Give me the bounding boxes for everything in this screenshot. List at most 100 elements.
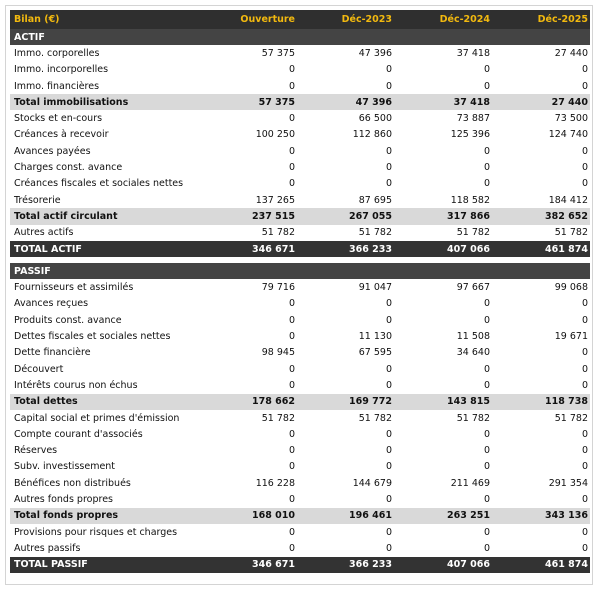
cell-value: 0 [385, 298, 392, 310]
row-label: Découvert [14, 363, 64, 375]
cell-value: 0 [385, 494, 392, 506]
row-label: Produits const. avance [14, 314, 122, 326]
cell-value: 0 [581, 64, 588, 76]
cell-value: 0 [483, 145, 490, 157]
cell-value: 0 [385, 145, 392, 157]
cell-value: 57 375 [258, 96, 295, 108]
cell-value: 51 782 [456, 227, 490, 239]
cell-value: 0 [581, 494, 588, 506]
table-row: Stocks et en-cours 0 66 500 73 887 73 500 [10, 111, 590, 127]
cell-value: 346 671 [252, 243, 295, 255]
table-row: Trésorerie 137 265 87 695 118 582 184 412 [10, 192, 590, 208]
subtotal-row: Total immobilisations 57 375 47 396 37 418 2… [10, 94, 590, 111]
cell-value: 0 [483, 363, 490, 375]
row-label: Bénéfices non distribués [14, 477, 131, 489]
cell-value: 73 500 [554, 113, 588, 125]
cell-value: 51 782 [261, 227, 295, 239]
cell-value: 91 047 [358, 282, 392, 294]
cell-value: 0 [288, 494, 295, 506]
cell-value: 11 130 [358, 331, 392, 343]
table-row: Avances payées 0 0 0 0 [10, 143, 590, 159]
table-row: Capital social et primes d'émission 51 78… [10, 410, 590, 426]
table-row: Bénéfices non distribués 116 228 144 679 21… [10, 475, 590, 491]
cell-value: 184 412 [548, 194, 588, 206]
table-row: Autres passifs 0 0 0 0 [10, 540, 590, 556]
cell-value: 366 233 [349, 559, 392, 571]
cell-value: 0 [385, 64, 392, 76]
row-label: Dette financière [14, 347, 91, 359]
cell-value: 0 [581, 162, 588, 174]
row-label: Stocks et en-cours [14, 113, 103, 125]
cell-value: 0 [581, 542, 588, 554]
cell-value: 87 695 [358, 194, 392, 206]
table-row: Dettes fiscales et sociales nettes 0 11 13… [10, 328, 590, 344]
cell-value: 0 [385, 314, 392, 326]
cell-value: 0 [581, 145, 588, 157]
cell-value: 0 [483, 379, 490, 391]
cell-value: 100 250 [255, 129, 295, 141]
section-title: ACTIF [10, 29, 590, 46]
cell-value: 0 [288, 363, 295, 375]
row-label: Réserves [14, 445, 58, 457]
subtotal-row: Total fonds propres 168 010 196 461 263 251… [10, 507, 590, 524]
cell-value: Ouverture [240, 14, 295, 25]
cell-value: Déc-2023 [341, 14, 392, 25]
cell-value: 0 [288, 428, 295, 440]
cell-value: 0 [288, 314, 295, 326]
cell-value: 168 010 [252, 510, 295, 522]
cell-value: 169 772 [349, 396, 392, 408]
cell-value: 118 738 [545, 396, 588, 408]
cell-value: 66 500 [358, 113, 392, 125]
row-label: Intérêts courus non échus [14, 379, 138, 391]
cell-value: 461 874 [545, 559, 588, 571]
row-label: Avances payées [14, 145, 91, 157]
cell-value: 0 [385, 162, 392, 174]
cell-value: 19 671 [554, 331, 588, 343]
cell-value: 0 [581, 80, 588, 92]
row-label: TOTAL ACTIF [14, 243, 82, 255]
row-label: Total actif circulant [14, 210, 118, 222]
row-label: Capital social et primes d'émission [14, 412, 180, 424]
row-label: Trésorerie [14, 194, 61, 206]
cell-value: 97 667 [456, 282, 490, 294]
cell-value: 47 396 [355, 96, 392, 108]
row-label: Immo. incorporelles [14, 64, 109, 76]
cell-value: 51 782 [358, 412, 392, 424]
cell-value: 0 [581, 461, 588, 473]
cell-value: 267 055 [349, 210, 392, 222]
cell-value: 0 [483, 298, 490, 310]
cell-value: 0 [385, 445, 392, 457]
table-row: Avances reçues 0 0 0 0 [10, 296, 590, 312]
cell-value: 0 [483, 178, 490, 190]
cell-value: 34 640 [456, 347, 490, 359]
cell-value: 0 [581, 526, 588, 538]
row-label: Fournisseurs et assimilés [14, 282, 134, 294]
cell-value: 0 [288, 64, 295, 76]
cell-value: 112 860 [352, 129, 392, 141]
row-label: Charges const. avance [14, 162, 123, 174]
table-row: Réserves 0 0 0 0 [10, 443, 590, 459]
row-label: Créances à recevoir [14, 129, 109, 141]
table-row: Subv. investissement 0 0 0 0 [10, 459, 590, 475]
table-row: Créances à recevoir 100 250 112 860 125 396… [10, 127, 590, 143]
cell-value: 0 [288, 542, 295, 554]
row-label: Dettes fiscales et sociales nettes [14, 331, 171, 343]
cell-value: 0 [581, 314, 588, 326]
table-row: Immo. incorporelles 0 0 0 0 [10, 62, 590, 78]
table-row: Autres actifs 51 782 51 782 51 782 51 782 [10, 225, 590, 241]
row-label: Avances reçues [14, 298, 89, 310]
cell-value: 0 [288, 526, 295, 538]
cell-value: Déc-2024 [439, 14, 490, 25]
cell-value: 237 515 [252, 210, 295, 222]
cell-value: 116 228 [255, 477, 295, 489]
cell-value: 178 662 [252, 396, 295, 408]
cell-value: 0 [288, 145, 295, 157]
cell-value: 0 [385, 542, 392, 554]
cell-value: 0 [483, 314, 490, 326]
cell-value: 51 782 [554, 412, 588, 424]
cell-value: 144 679 [352, 477, 392, 489]
cell-value: 0 [385, 363, 392, 375]
section-title-text: ACTIF [14, 31, 45, 43]
cell-value: 79 716 [261, 282, 295, 294]
table-row: Créances fiscales et sociales nettes 0 0 0 0 [10, 176, 590, 192]
